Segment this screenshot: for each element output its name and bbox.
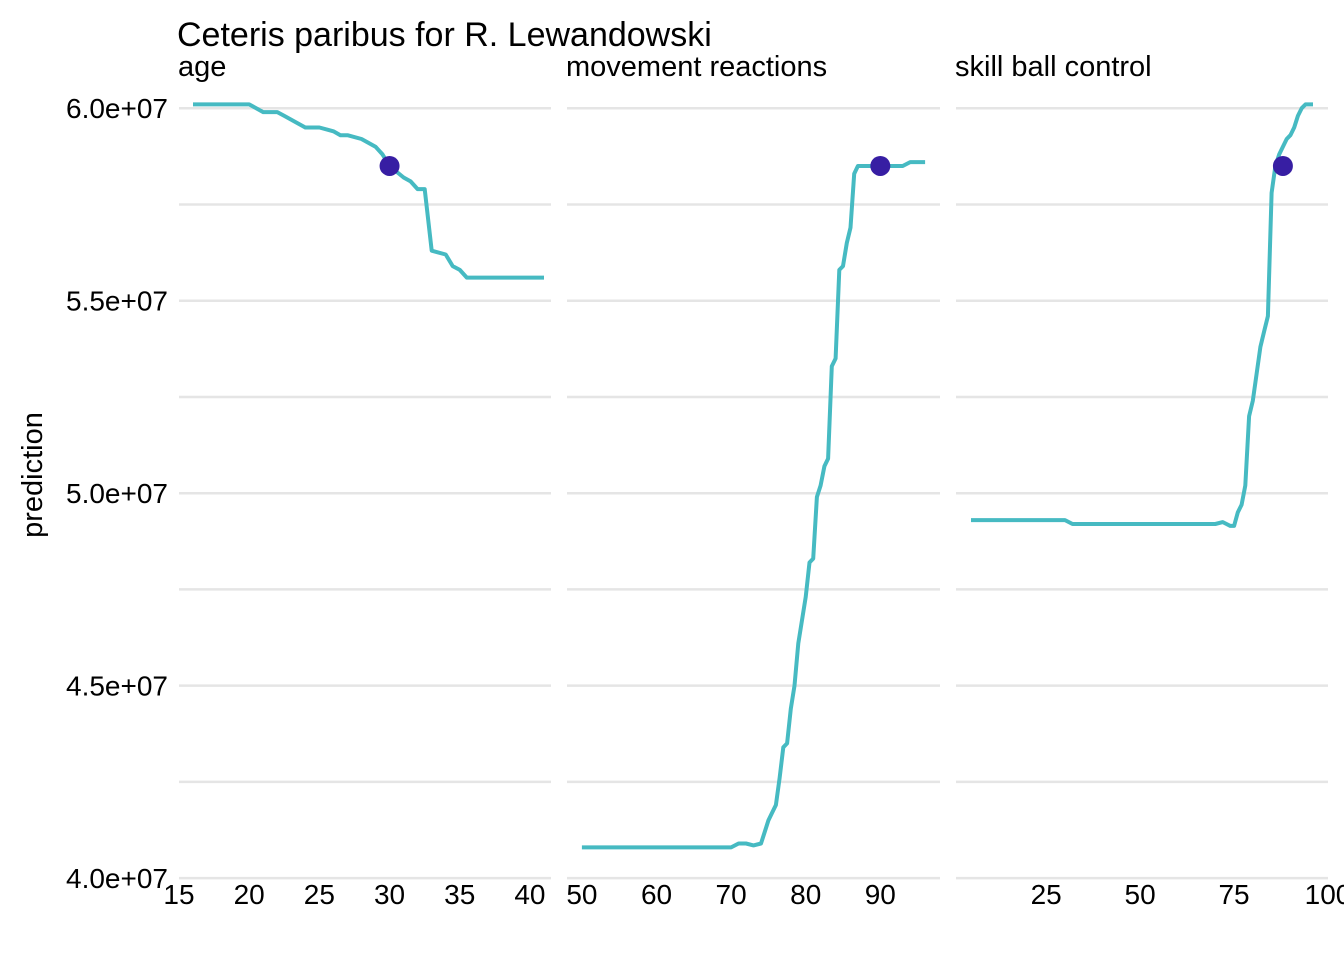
x-tick-label: 30 bbox=[374, 879, 405, 910]
facet-panel: movement reactions 50 60 70 80 90 bbox=[566, 51, 940, 910]
x-tick-label: 80 bbox=[790, 879, 821, 910]
x-tick-label: 75 bbox=[1218, 879, 1249, 910]
facet-panels: age 15 20 25 30 35 40 movement reactions 50 60 70 8… bbox=[163, 51, 1344, 910]
y-tick-label: 5.5e+07 bbox=[66, 286, 168, 317]
x-tick-label: 20 bbox=[234, 879, 265, 910]
x-tick-label: 100 bbox=[1305, 879, 1344, 910]
x-tick-label: 50 bbox=[566, 879, 597, 910]
x-tick-label: 35 bbox=[444, 879, 475, 910]
x-tick-label: 25 bbox=[304, 879, 335, 910]
x-tick-label: 70 bbox=[716, 879, 747, 910]
observation-point bbox=[870, 155, 891, 176]
panel-strip-label: age bbox=[178, 51, 226, 83]
profile-line bbox=[581, 160, 926, 850]
facet-panel: age 15 20 25 30 35 40 bbox=[163, 51, 551, 910]
y-tick-label: 4.5e+07 bbox=[66, 671, 168, 702]
panel-strip-label: movement reactions bbox=[566, 51, 827, 83]
x-tick-label: 15 bbox=[163, 879, 194, 910]
y-axis-ticks: 4.0e+07 4.5e+07 5.0e+07 5.5e+07 6.0e+07 bbox=[66, 93, 168, 894]
x-tick-label: 90 bbox=[865, 879, 896, 910]
facet-panel: skill ball control 25 50 75 100 bbox=[955, 51, 1344, 910]
panel-strip-label: skill ball control bbox=[955, 51, 1152, 83]
x-tick-label: 25 bbox=[1031, 879, 1062, 910]
y-tick-label: 4.0e+07 bbox=[66, 863, 168, 894]
profile-line bbox=[193, 102, 544, 280]
x-tick-label: 40 bbox=[514, 879, 545, 910]
y-tick-label: 5.0e+07 bbox=[66, 478, 168, 509]
x-tick-label: 60 bbox=[641, 879, 672, 910]
profile-line bbox=[971, 102, 1313, 528]
x-tick-label: 50 bbox=[1125, 879, 1156, 910]
chart-title: Ceteris paribus for R. Lewandowski bbox=[177, 16, 712, 54]
observation-point bbox=[379, 155, 400, 176]
observation-point bbox=[1272, 155, 1293, 176]
y-axis-label: prediction bbox=[17, 412, 49, 538]
y-tick-label: 6.0e+07 bbox=[66, 93, 168, 124]
